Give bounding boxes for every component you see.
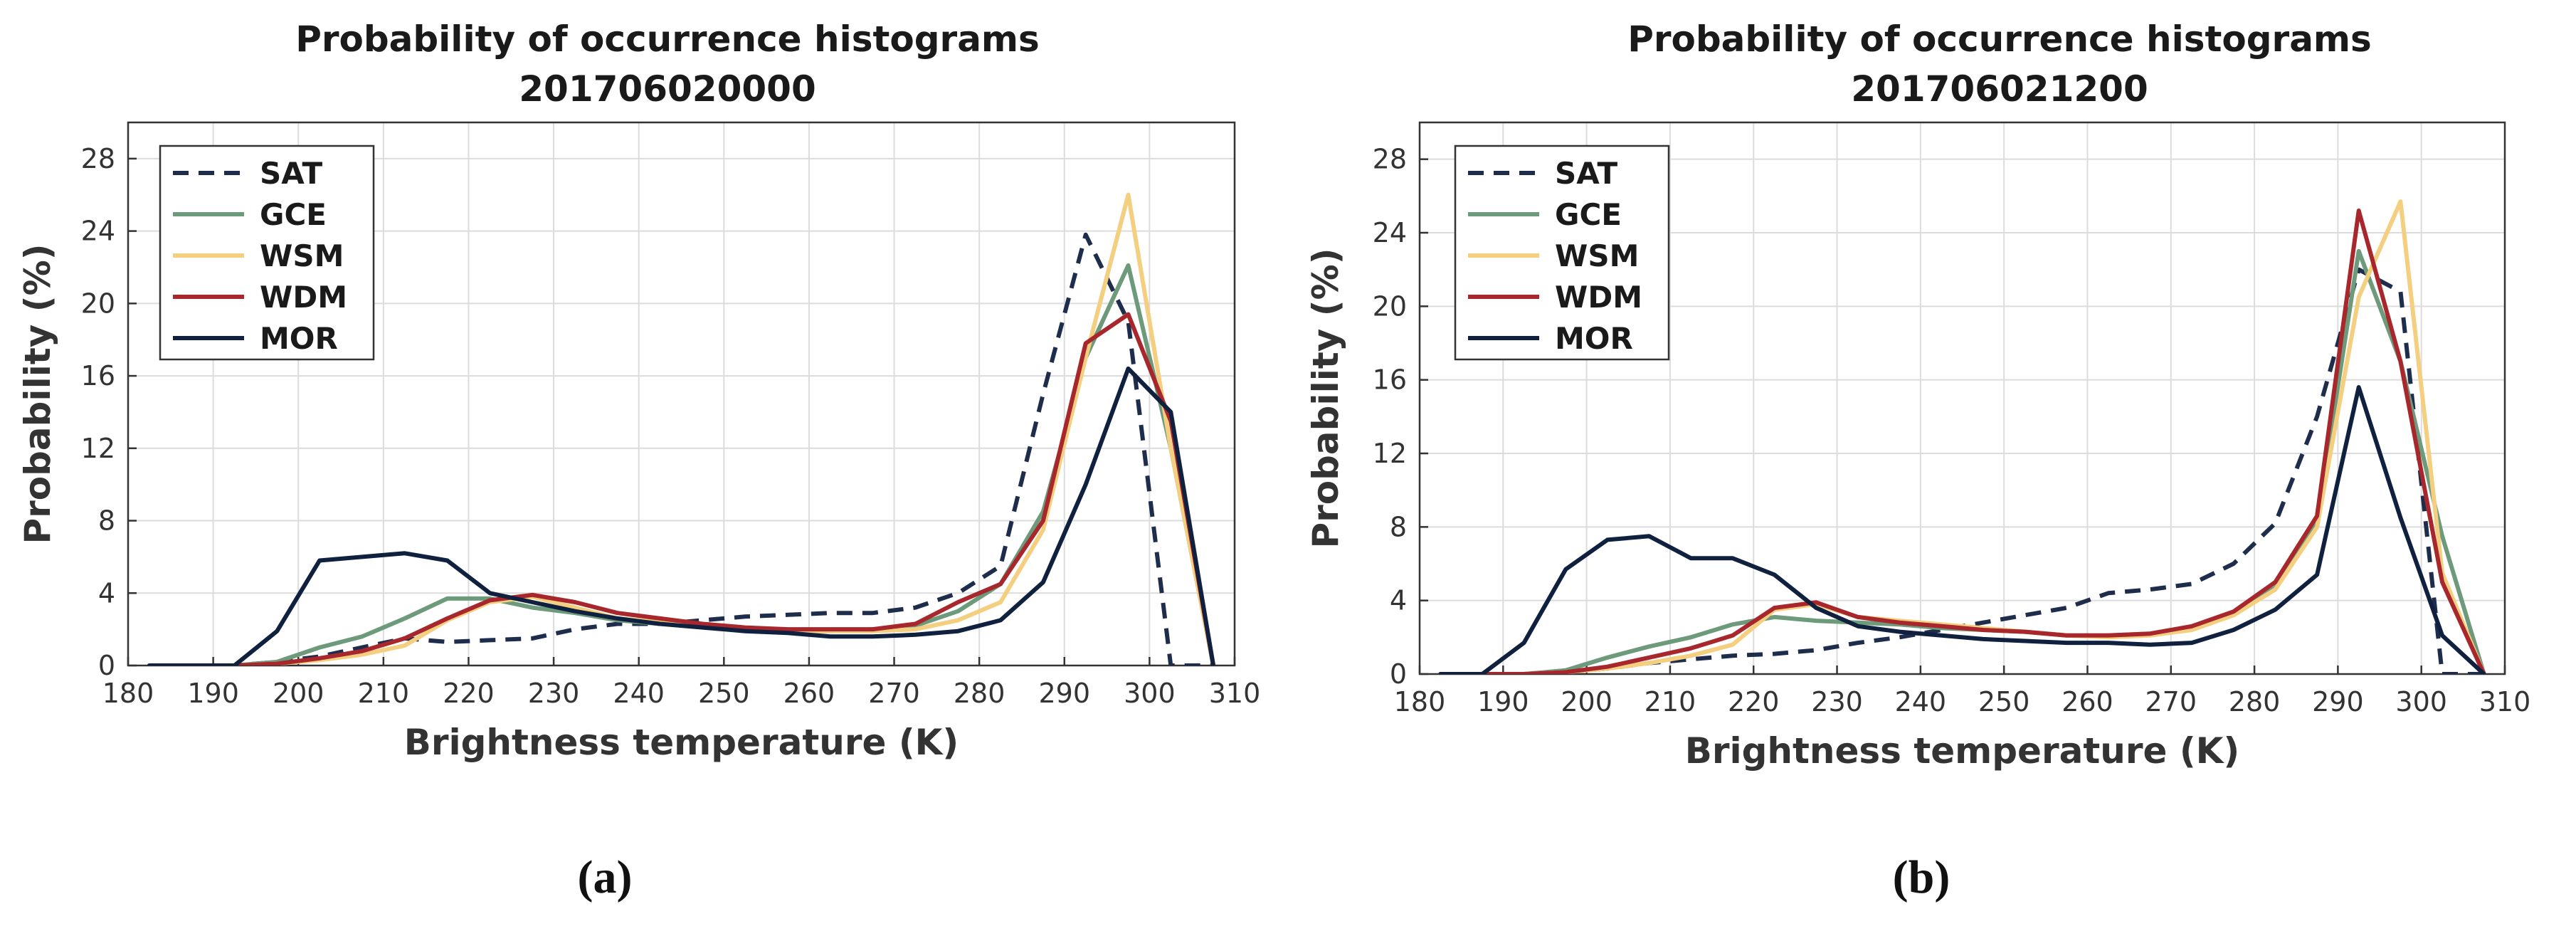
histogram-chart-b: Probability of occurrence histograms 2017…	[1305, 19, 2531, 772]
y-tick-label: 12	[1373, 438, 1407, 469]
y-tick-label: 0	[98, 650, 115, 681]
x-tick-label: 300	[1124, 678, 1176, 709]
x-tick-label: 260	[783, 678, 835, 709]
legend-label-gce: GCE	[1555, 197, 1622, 232]
y-tick-label: 0	[1390, 658, 1407, 690]
series-line-wdm	[147, 312, 1216, 666]
legend-box	[1454, 144, 1670, 361]
y-tick-label: 28	[1373, 144, 1407, 175]
series-line-mor	[1438, 385, 2486, 674]
x-tick-label: 300	[2395, 686, 2447, 717]
legend-label-wsm: WSM	[1555, 238, 1639, 273]
x-tick-label: 210	[358, 678, 410, 709]
x-tick-label: 290	[1039, 678, 1091, 709]
legend: SAT GCE WSM WDM MOR	[1454, 144, 1670, 361]
legend-label-wdm: WDM	[260, 280, 347, 315]
chart-title: Probability of occurrence histograms	[295, 19, 1040, 60]
legend-label-sat: SAT	[1555, 156, 1617, 191]
x-tick-label: 190	[1477, 686, 1529, 717]
x-tick-label: 280	[954, 678, 1005, 709]
x-tick-label: 280	[2229, 686, 2281, 717]
caption-a: (a)	[577, 851, 633, 903]
plot-frame	[127, 121, 1236, 667]
legend-label-mor: MOR	[260, 321, 338, 356]
x-tick-label: 250	[698, 678, 750, 709]
legend-label-gce: GCE	[260, 197, 327, 232]
x-tick-label: 310	[1209, 678, 1261, 709]
series-line-sat	[149, 232, 1214, 666]
x-axis-label: Brightness temperature (K)	[404, 722, 959, 763]
y-tick-label: 4	[98, 577, 115, 609]
y-tick-label: 24	[81, 216, 115, 247]
chart-panel-a: Probability of occurrence histograms 2017…	[17, 19, 1261, 763]
chart-panel-b: Probability of occurrence histograms 2017…	[1288, 0, 2576, 931]
caption-b: (b)	[1892, 851, 1951, 903]
legend-label-sat: SAT	[260, 156, 322, 191]
x-axis-label: Brightness temperature (K)	[1685, 730, 2240, 772]
histogram-chart-a: Probability of occurrence histograms 2017…	[17, 19, 1261, 763]
x-tick-label: 260	[2062, 686, 2113, 717]
x-tick-label: 180	[1394, 686, 1446, 717]
x-tick-label: 200	[1561, 686, 1612, 717]
x-tick-label: 180	[102, 678, 154, 709]
y-tick-label: 16	[1373, 364, 1407, 396]
x-tick-label: 240	[613, 678, 665, 709]
x-tick-label: 230	[1811, 686, 1863, 717]
x-tick-label: 270	[2145, 686, 2197, 717]
chart-subtitle: 201706021200	[1851, 68, 2148, 110]
chart-subtitle: 201706020000	[519, 68, 815, 110]
x-tick-label: 310	[2479, 686, 2531, 717]
x-tick-label: 210	[1645, 686, 1696, 717]
plot-frame	[1418, 121, 2506, 675]
y-tick-label: 12	[81, 433, 115, 464]
y-tick-label: 8	[1390, 511, 1407, 542]
x-tick-label: 270	[868, 678, 920, 709]
x-tick-label: 240	[1895, 686, 1947, 717]
legend-box	[159, 144, 375, 361]
series-line-wdm	[1438, 209, 2486, 674]
y-tick-label: 24	[1373, 217, 1407, 248]
legend: SAT GCE WSM WDM MOR	[159, 144, 375, 361]
y-tick-label: 20	[1373, 290, 1407, 322]
y-tick-label: 20	[81, 288, 115, 319]
y-axis-label: Probability (%)	[1305, 248, 1346, 548]
x-tick-label: 200	[273, 678, 324, 709]
x-tick-label: 220	[1728, 686, 1780, 717]
series-lines	[1438, 199, 2486, 674]
x-tick-label: 220	[443, 678, 495, 709]
legend-label-wdm: WDM	[1555, 280, 1642, 315]
chart-title: Probability of occurrence histograms	[1627, 19, 2372, 60]
series-lines	[147, 192, 1216, 666]
x-tick-label: 230	[528, 678, 580, 709]
x-tick-label: 290	[2312, 686, 2364, 717]
y-axis-label: Probability (%)	[17, 243, 58, 544]
y-tick-label: 28	[81, 143, 115, 174]
legend-label-wsm: WSM	[260, 238, 344, 273]
legend-label-mor: MOR	[1555, 321, 1633, 356]
x-tick-label: 250	[1978, 686, 2030, 717]
y-tick-label: 8	[98, 505, 115, 537]
x-tick-label: 190	[187, 678, 239, 709]
y-tick-label: 4	[1390, 585, 1407, 616]
series-line-mor	[147, 366, 1216, 666]
y-tick-label: 16	[81, 360, 115, 391]
